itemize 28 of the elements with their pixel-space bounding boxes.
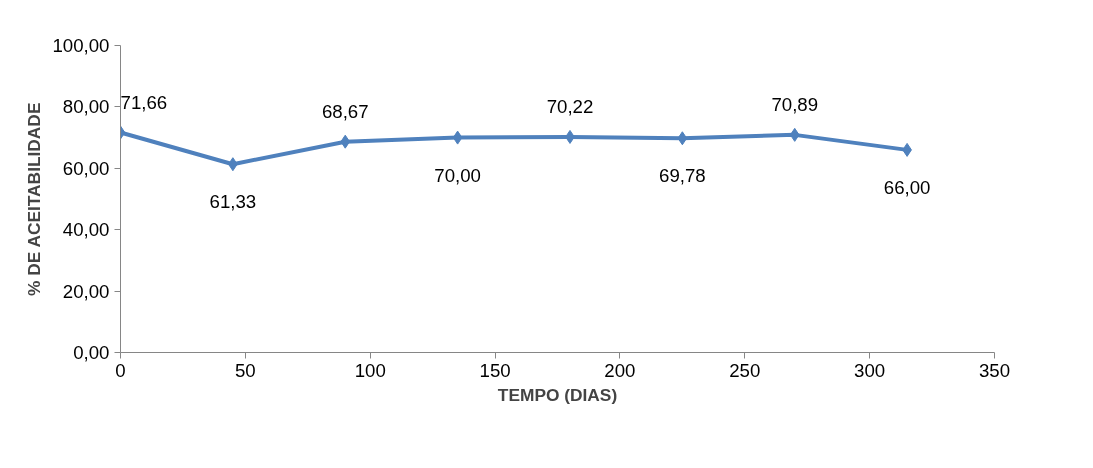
x-tick-label: 50 — [234, 359, 256, 381]
data-label: 61,33 — [209, 191, 257, 213]
x-tick-label: 350 — [978, 359, 1011, 381]
data-label: 68,67 — [321, 100, 369, 122]
data-label: 70,22 — [546, 95, 594, 117]
point — [340, 134, 351, 149]
x-tick-label: 200 — [604, 359, 636, 381]
data-label: 70,89 — [771, 93, 819, 115]
data-label: 69,78 — [659, 165, 706, 187]
y-axis-title: % DE ACEITABILIDADE — [24, 102, 45, 297]
x-tick-label: 300 — [854, 359, 886, 381]
point — [677, 131, 688, 146]
x-tick-label: 150 — [479, 359, 511, 381]
y-tick-label: 40,00 — [62, 219, 110, 241]
point — [789, 127, 800, 142]
y-tick-label: 0,00 — [73, 342, 110, 363]
x-axis-title: TEMPO (DIAS) — [497, 384, 618, 405]
data-label: 71,66 — [120, 91, 168, 113]
x-tick-label: 250 — [729, 359, 761, 381]
data-label: 70,00 — [434, 164, 481, 186]
y-tick-label: 80,00 — [62, 96, 110, 118]
data-label: 66,00 — [883, 176, 931, 198]
y-tick-label: 100,00 — [52, 35, 110, 56]
point — [452, 130, 463, 145]
y-tick-label: 20,00 — [62, 280, 110, 302]
x-tick-label: 0 — [115, 359, 126, 381]
y-tick-label: 60,00 — [62, 157, 110, 179]
x-tick-label: 100 — [354, 359, 386, 381]
